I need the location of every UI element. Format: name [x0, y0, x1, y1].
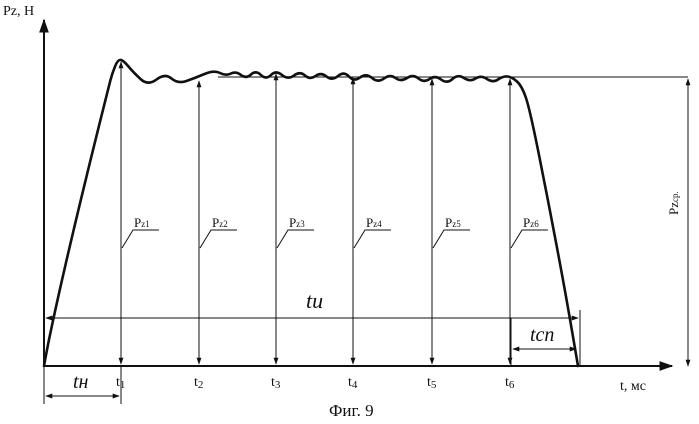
figure-caption: Фиг. 9 [329, 401, 374, 420]
tsp-label: tсп [530, 324, 554, 346]
force-label-leader-1 [122, 230, 159, 248]
x-axis-label: t, мс [620, 379, 646, 394]
time-mark-3: t3 [271, 375, 281, 391]
force-label-leader-6 [511, 230, 548, 248]
force-label-5: Pz5 [445, 215, 461, 230]
force-label-leader-2 [200, 230, 237, 248]
average-force-label: Pzср. [666, 191, 681, 215]
force-labels: Pz1 Pz2 Pz3 Pz4 Pz5 Pz6 [122, 215, 548, 248]
force-label-2: Pz2 [212, 215, 228, 230]
force-arrows [121, 62, 510, 364]
force-label-1: Pz1 [134, 215, 150, 230]
force-label-3: Pz3 [289, 215, 305, 230]
force-label-leader-3 [277, 230, 314, 248]
ti-label: tи [306, 288, 323, 313]
force-label-4: Pz4 [366, 215, 382, 230]
time-mark-4: t4 [348, 375, 358, 391]
force-label-6: Pz6 [523, 215, 539, 230]
force-label-leader-5 [433, 230, 470, 248]
time-marks: t1t2t3t4t5t6 [116, 375, 515, 391]
time-mark-5: t5 [427, 375, 437, 391]
force-curve [44, 60, 578, 366]
time-mark-2: t2 [194, 375, 203, 391]
force-label-leader-4 [354, 230, 391, 248]
y-axis-label: Pz, Н [3, 4, 34, 19]
time-mark-6: t6 [505, 375, 515, 391]
tn-label: tн [73, 371, 89, 393]
